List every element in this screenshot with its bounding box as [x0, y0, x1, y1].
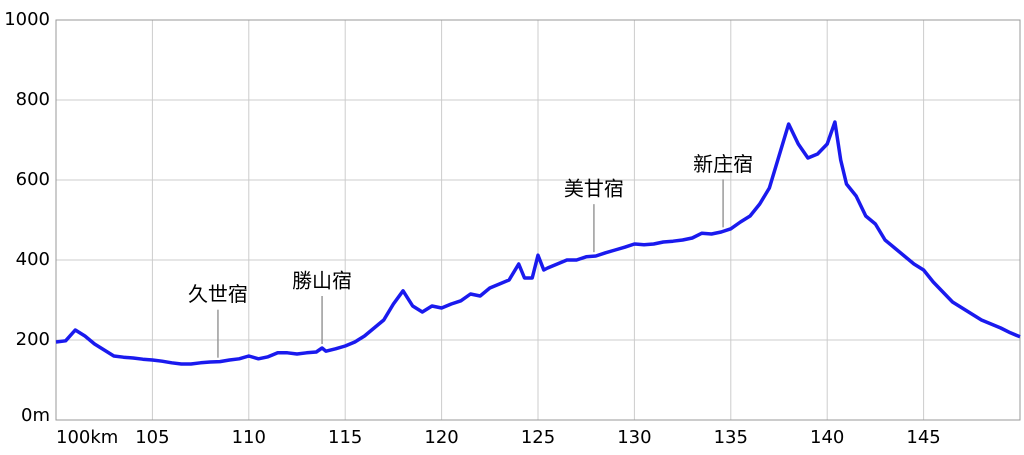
x-tick-label: 130: [617, 427, 651, 448]
y-tick-label: 600: [16, 169, 50, 190]
x-tick-label: 145: [906, 427, 940, 448]
x-tick-label: 115: [328, 427, 362, 448]
x-tick-label: 105: [135, 427, 169, 448]
elevation-line: [55, 120, 1021, 366]
plot-frame: [55, 19, 1021, 421]
annotation: 勝山宿: [292, 269, 352, 293]
y-tick-label: 0m: [21, 405, 50, 426]
x-tick-label: 110: [232, 427, 266, 448]
y-tick-label: 800: [16, 89, 50, 110]
y-tick-label: 400: [16, 249, 50, 270]
annotation: 美甘宿: [564, 177, 624, 201]
x-tick-label: 135: [714, 427, 748, 448]
annotation: 新庄宿: [693, 152, 753, 176]
x-tick-label: 120: [424, 427, 458, 448]
annotation: 久世宿: [188, 282, 248, 306]
y-tick-label: 200: [16, 329, 50, 350]
x-tick-label: 100km: [56, 427, 118, 448]
x-tick-label: 125: [521, 427, 555, 448]
y-tick-label: 1000: [4, 9, 50, 30]
x-tick-label: 140: [810, 427, 844, 448]
